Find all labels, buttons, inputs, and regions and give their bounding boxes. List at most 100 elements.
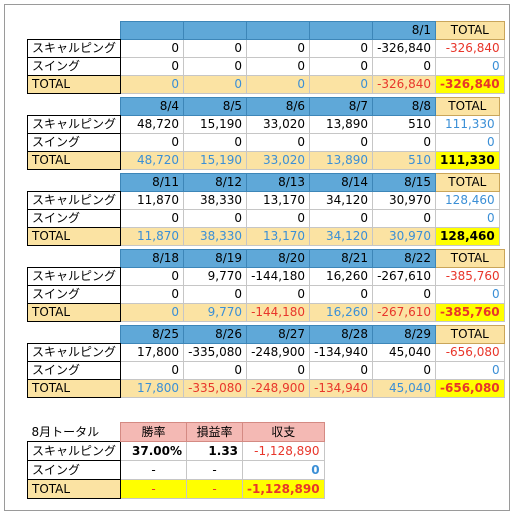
- week-grand-total-cell: -326,840: [435, 75, 505, 94]
- daily-total-cell: 16,260: [309, 303, 374, 322]
- daily-total-cell: -326,840: [372, 75, 437, 94]
- daily-total-cell: 0: [120, 303, 185, 322]
- daily-total-cell: 38,330: [183, 227, 248, 246]
- summary-total-balance: -1,128,890: [242, 479, 325, 499]
- scalping-cell: -144,180: [246, 267, 311, 286]
- scalping-cell: 9,770: [183, 267, 248, 286]
- scalping-cell: 45,040: [372, 343, 437, 362]
- total-header: TOTAL: [435, 21, 505, 40]
- date-header: 8/11: [120, 173, 185, 192]
- corner-cell: [27, 21, 121, 40]
- week-grand-total-cell: 128,460: [435, 227, 500, 246]
- week-grand-total-cell: 111,330: [435, 151, 500, 170]
- swing-cell: 0: [246, 57, 311, 76]
- daily-total-cell: 45,040: [372, 379, 437, 398]
- summary-total-winrate: -: [120, 479, 188, 499]
- corner-cell: [27, 173, 121, 192]
- summary-header-winrate: 勝率: [120, 422, 188, 442]
- scalping-cell: 38,330: [183, 191, 248, 210]
- swing-total-cell: 0: [435, 361, 505, 380]
- swing-cell: 0: [309, 209, 374, 228]
- daily-total-cell: -267,610: [372, 303, 437, 322]
- corner-cell: [27, 249, 121, 268]
- row-label-scalping: スキャルピング: [26, 343, 122, 362]
- row-label-scalping: スキャルピング: [26, 267, 122, 286]
- total-header: TOTAL: [435, 325, 505, 344]
- date-header: 8/18: [120, 249, 185, 268]
- swing-cell: 0: [309, 57, 374, 76]
- daily-total-cell: 17,800: [120, 379, 185, 398]
- scalping-cell: 34,120: [309, 191, 374, 210]
- swing-cell: 0: [309, 285, 374, 304]
- week-table: 8/4 8/5 8/6 8/7 8/8 TOTAL スキャルピング 48,720 15,190 3…: [26, 97, 500, 170]
- daily-total-cell: -144,180: [246, 303, 311, 322]
- summary-label-scalping: スキャルピング: [26, 441, 122, 461]
- row-label-total: TOTAL: [26, 75, 122, 94]
- scalping-cell: 15,190: [183, 115, 248, 134]
- swing-total-cell: 0: [435, 133, 500, 152]
- scalping-total-cell: -326,840: [435, 39, 505, 58]
- daily-total-cell: 9,770: [183, 303, 248, 322]
- monthly-summary-table: 8月トータル 勝率 損益率 収支 スキャルピング 37.00% 1.33 -1,…: [26, 422, 325, 499]
- summary-swing-pl-ratio: -: [186, 460, 244, 480]
- row-label-swing: スイング: [26, 285, 122, 304]
- date-header: 8/29: [372, 325, 437, 344]
- row-label-total: TOTAL: [26, 151, 122, 170]
- swing-cell: 0: [372, 133, 437, 152]
- date-header: 8/19: [183, 249, 248, 268]
- date-header: 8/15: [372, 173, 437, 192]
- daily-total-cell: 30,970: [372, 227, 437, 246]
- week-grand-total-cell: -385,760: [435, 303, 505, 322]
- daily-total-cell: 0: [246, 75, 311, 94]
- date-header: 8/8: [372, 97, 437, 116]
- swing-cell: 0: [372, 57, 437, 76]
- scalping-cell: 33,020: [246, 115, 311, 134]
- swing-cell: 0: [183, 133, 248, 152]
- summary-scalping-pl-ratio: 1.33: [186, 441, 244, 461]
- swing-cell: 0: [309, 361, 374, 380]
- scalping-cell: 13,890: [309, 115, 374, 134]
- daily-total-cell: 13,170: [246, 227, 311, 246]
- summary-swing-winrate: -: [120, 460, 188, 480]
- row-label-swing: スイング: [26, 133, 122, 152]
- scalping-cell: 16,260: [309, 267, 374, 286]
- daily-total-cell: 13,890: [309, 151, 374, 170]
- swing-total-cell: 0: [435, 209, 500, 228]
- week-table: 8/18 8/19 8/20 8/21 8/22 TOTAL スキャルピング 0 9,770 -1…: [26, 249, 505, 322]
- swing-cell: 0: [372, 361, 437, 380]
- swing-cell: 0: [246, 209, 311, 228]
- daily-total-cell: -134,940: [309, 379, 374, 398]
- scalping-cell: 510: [372, 115, 437, 134]
- scalping-cell: -267,610: [372, 267, 437, 286]
- row-label-total: TOTAL: [26, 303, 122, 322]
- swing-cell: 0: [120, 285, 185, 304]
- week-grand-total-cell: -656,080: [435, 379, 505, 398]
- row-label-swing: スイング: [26, 209, 122, 228]
- swing-cell: 0: [120, 133, 185, 152]
- summary-label-total: TOTAL: [26, 479, 122, 499]
- date-header: [309, 21, 374, 40]
- date-header: 8/22: [372, 249, 437, 268]
- scalping-cell: 0: [246, 39, 311, 58]
- daily-total-cell: 48,720: [120, 151, 185, 170]
- scalping-cell: 0: [120, 39, 185, 58]
- summary-scalping-balance: -1,128,890: [242, 441, 325, 461]
- scalping-cell: -134,940: [309, 343, 374, 362]
- scalping-total-cell: -656,080: [435, 343, 505, 362]
- date-header: [246, 21, 311, 40]
- scalping-cell: 11,870: [120, 191, 185, 210]
- date-header: 8/7: [309, 97, 374, 116]
- swing-cell: 0: [246, 361, 311, 380]
- row-label-scalping: スキャルピング: [26, 115, 122, 134]
- row-label-swing: スイング: [26, 361, 122, 380]
- total-header: TOTAL: [435, 249, 505, 268]
- swing-cell: 0: [372, 209, 437, 228]
- row-label-total: TOTAL: [26, 227, 122, 246]
- date-header: 8/21: [309, 249, 374, 268]
- scalping-total-cell: 111,330: [435, 115, 500, 134]
- week-table: 8/25 8/26 8/27 8/28 8/29 TOTAL スキャルピング 17,800 -3…: [26, 325, 505, 398]
- date-header: 8/28: [309, 325, 374, 344]
- daily-total-cell: 15,190: [183, 151, 248, 170]
- row-label-scalping: スキャルピング: [26, 39, 122, 58]
- row-label-total: TOTAL: [26, 379, 122, 398]
